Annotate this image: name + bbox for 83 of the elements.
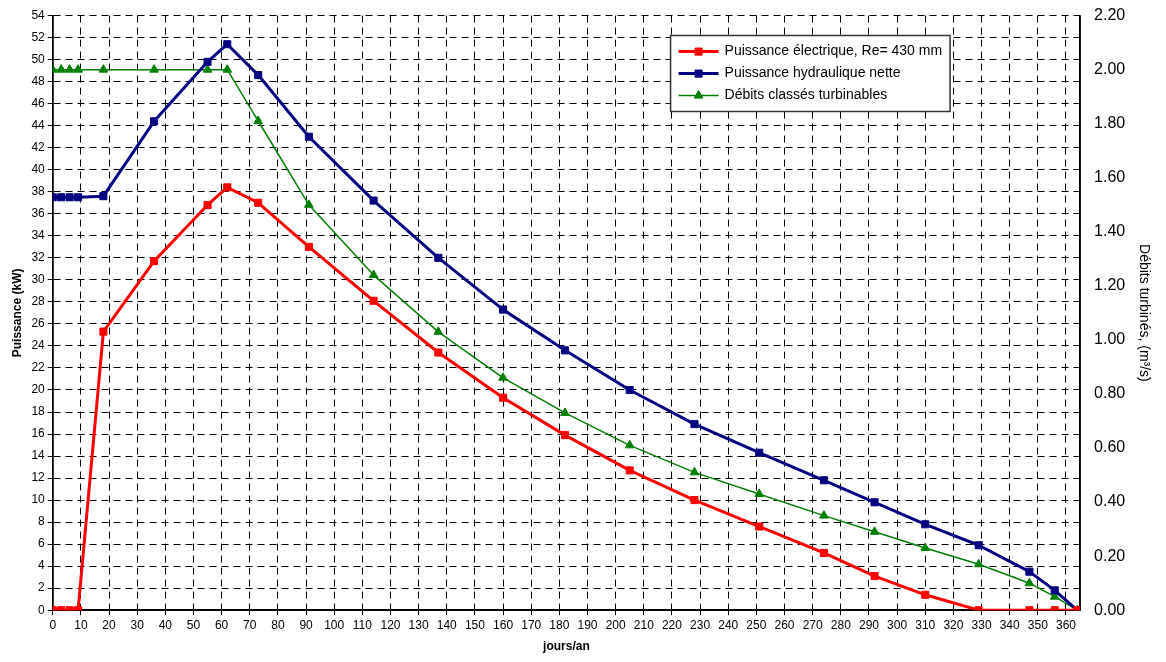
y2-tick-label: 1.40: [1094, 222, 1126, 240]
y2-tick-label: 0.60: [1094, 438, 1126, 456]
x-tick-label: 350: [1027, 617, 1049, 632]
y-tick-label: 22: [31, 360, 46, 375]
x-tick-label: 30: [130, 617, 145, 632]
x-tick-label: 70: [243, 617, 257, 632]
x-tick-label: 80: [271, 617, 285, 632]
y2-tick-label: 2.20: [1094, 6, 1126, 24]
y-tick-label: 42: [31, 140, 46, 155]
y-tick-label: 34: [31, 228, 46, 243]
y-tick-label: 20: [31, 382, 46, 397]
y-tick-label: 44: [31, 118, 46, 133]
y-tick-label: 0: [38, 602, 46, 617]
x-tick-label: 130: [408, 617, 429, 632]
y2-tick-label: 1.80: [1094, 114, 1126, 132]
x-tick-label: 190: [577, 617, 598, 632]
y-tick-label: 24: [31, 338, 46, 353]
y2-tick-label: 0.20: [1094, 546, 1126, 564]
y-tick-label: 50: [31, 51, 46, 66]
y2-tick-label: 1.20: [1094, 276, 1126, 294]
x-tick-label: 110: [352, 617, 373, 632]
x-tick-label: 330: [971, 617, 992, 632]
x-tick-label: 150: [464, 617, 486, 632]
y-tick-label: 12: [31, 470, 46, 485]
x-tick-label: 300: [887, 617, 908, 632]
x-tick-label: 140: [436, 617, 458, 632]
x-tick-label: 230: [690, 617, 711, 632]
y-tick-label: 36: [31, 206, 46, 221]
x-tick-label: 40: [158, 617, 173, 632]
y-tick-label: 54: [31, 7, 46, 22]
x-tick-label: 320: [943, 617, 964, 632]
y-tick-label: 30: [31, 272, 46, 287]
point: [203, 57, 212, 66]
y2-tick-label: 0.80: [1094, 384, 1126, 402]
x-tick-label: 160: [493, 617, 514, 632]
x-tick-label: 340: [999, 617, 1021, 632]
x-tick-label: 290: [858, 617, 880, 632]
x-tick-label: 270: [802, 617, 824, 632]
x-tick-label: 310: [915, 617, 936, 632]
x-tick-label: 120: [380, 617, 401, 632]
point: [223, 40, 232, 49]
x-tick-label: 360: [1055, 617, 1077, 632]
y2-tick-label: 1.60: [1094, 168, 1126, 186]
x-tick-label: 260: [774, 617, 795, 632]
x-tick-label: 180: [549, 617, 570, 632]
legend-label: Puissance électrique, Re= 430 mm: [724, 42, 943, 59]
x-tick-label: 10: [74, 617, 88, 632]
y-tick-label: 6: [38, 536, 46, 551]
x-tick-label: 90: [299, 617, 314, 632]
x-tick-label: 250: [746, 617, 767, 632]
x-tick-label: 240: [718, 617, 739, 632]
y2-tick-label: 0.40: [1094, 492, 1126, 510]
x-tick-label: 280: [830, 617, 852, 632]
y2-tick-label: 1.00: [1094, 330, 1126, 348]
y2-axis-title: Débits turbinés, (m³/s): [1136, 244, 1153, 382]
y-tick-label: 4: [38, 558, 46, 573]
x-tick-label: 0: [49, 617, 57, 632]
y-tick-label: 10: [31, 492, 46, 507]
y-tick-label: 8: [38, 514, 46, 529]
x-axis-title: jours/an: [542, 639, 590, 654]
x-tick-label: 20: [102, 617, 117, 632]
x-tick-label: 210: [633, 617, 655, 632]
y-tick-label: 26: [31, 316, 46, 331]
y-tick-label: 16: [31, 426, 46, 441]
x-tick-label: 200: [605, 617, 626, 632]
y-tick-label: 46: [31, 96, 46, 110]
y2-tick-label: 2.00: [1094, 60, 1126, 78]
x-tick-label: 60: [214, 617, 229, 632]
y-tick-label: 28: [31, 294, 46, 309]
x-tick-label: 170: [521, 617, 542, 632]
y2-tick-label: 0.00: [1094, 600, 1126, 618]
y-tick-label: 18: [31, 404, 46, 419]
x-tick-label: 100: [324, 617, 345, 632]
y-tick-label: 38: [31, 184, 46, 199]
y-tick-label: 2: [38, 580, 46, 595]
y-tick-label: 14: [31, 448, 46, 463]
y-tick-label: 32: [31, 250, 46, 265]
y-tick-label: 52: [31, 29, 46, 44]
y-tick-label: 48: [31, 73, 46, 88]
y-tick-label: 40: [31, 162, 46, 177]
x-tick-label: 50: [186, 617, 201, 632]
x-tick-label: 220: [661, 617, 683, 632]
y-axis-title: Puissance (kW): [9, 268, 24, 358]
